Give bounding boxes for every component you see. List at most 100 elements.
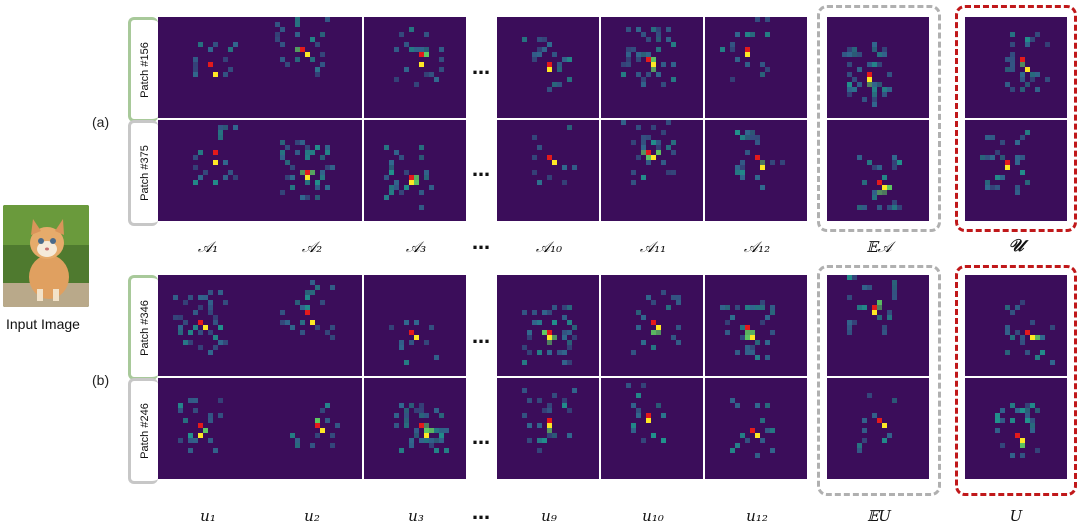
attention-pixel xyxy=(178,315,183,320)
attention-pixel xyxy=(228,47,233,52)
input-image xyxy=(3,205,89,307)
attention-pixel xyxy=(275,32,280,37)
attention-pixel xyxy=(424,52,429,57)
attention-pixel xyxy=(631,180,636,185)
attention-pixel xyxy=(522,413,527,418)
attention-pixel xyxy=(995,175,1000,180)
attention-pixel xyxy=(765,315,770,320)
attention-pixel xyxy=(562,165,567,170)
attention-pixel xyxy=(193,325,198,330)
attention-pixel xyxy=(183,320,188,325)
attention-pixel xyxy=(887,87,892,92)
heatmap-cell xyxy=(497,275,599,376)
attention-pixel xyxy=(1010,87,1015,92)
heatmap-cell xyxy=(364,378,466,479)
col-label-a-u: 𝒰 xyxy=(1008,236,1024,256)
attention-pixel xyxy=(877,315,882,320)
attention-pixel xyxy=(567,320,572,325)
col-label-a-2: 𝒜₂ xyxy=(301,238,323,256)
attention-pixel xyxy=(315,145,320,150)
heatmap-cell xyxy=(705,120,807,221)
attention-pixel xyxy=(404,170,409,175)
row-tag-label: Patch #346 xyxy=(138,299,151,356)
heatmap-cell xyxy=(260,120,362,221)
attention-pixel xyxy=(223,160,228,165)
attention-pixel xyxy=(651,345,656,350)
attention-pixel xyxy=(300,305,305,310)
attention-pixel xyxy=(730,448,735,453)
peak-pixel xyxy=(646,418,651,423)
attention-pixel xyxy=(755,403,760,408)
attention-pixel xyxy=(572,335,577,340)
attention-pixel xyxy=(213,180,218,185)
attention-pixel xyxy=(666,145,671,150)
attention-pixel xyxy=(198,305,203,310)
peak-pixel xyxy=(414,335,419,340)
attention-pixel xyxy=(882,190,887,195)
attention-pixel xyxy=(750,32,755,37)
attention-pixel xyxy=(419,403,424,408)
peak-pixel xyxy=(872,310,877,315)
attention-pixel xyxy=(646,295,651,300)
attention-pixel xyxy=(198,345,203,350)
attention-pixel xyxy=(310,150,315,155)
attention-pixel xyxy=(1020,408,1025,413)
attention-pixel xyxy=(1005,67,1010,72)
attention-pixel xyxy=(1050,325,1055,330)
attention-pixel xyxy=(1035,355,1040,360)
attention-pixel xyxy=(213,42,218,47)
heatmap-cell xyxy=(965,120,1067,221)
attention-pixel xyxy=(429,325,434,330)
attention-pixel xyxy=(1025,418,1030,423)
attention-pixel xyxy=(842,52,847,57)
attention-pixel xyxy=(223,57,228,62)
attention-pixel xyxy=(1005,330,1010,335)
attention-pixel xyxy=(295,57,300,62)
attention-pixel xyxy=(872,42,877,47)
attention-pixel xyxy=(542,330,547,335)
attention-pixel xyxy=(857,443,862,448)
attention-pixel xyxy=(760,62,765,67)
attention-pixel xyxy=(760,160,765,165)
attention-pixel xyxy=(765,17,770,22)
attention-pixel xyxy=(857,67,862,72)
attention-pixel xyxy=(315,42,320,47)
attention-pixel xyxy=(872,102,877,107)
attention-pixel xyxy=(409,47,414,52)
col-label-a-3: 𝒜₃ xyxy=(405,238,427,256)
attention-pixel xyxy=(656,145,661,150)
attention-pixel xyxy=(409,403,414,408)
attention-pixel xyxy=(532,170,537,175)
ellipsis-a-row2: … xyxy=(472,160,491,181)
attention-pixel xyxy=(867,285,872,290)
attention-pixel xyxy=(887,433,892,438)
attention-pixel xyxy=(223,175,228,180)
query-patch-marker xyxy=(305,310,310,315)
attention-pixel xyxy=(188,448,193,453)
attention-pixel xyxy=(882,330,887,335)
attention-pixel xyxy=(636,393,641,398)
attention-pixel xyxy=(315,418,320,423)
attention-pixel xyxy=(310,443,315,448)
attention-pixel xyxy=(300,140,305,145)
attention-pixel xyxy=(419,47,424,52)
attention-pixel xyxy=(656,403,661,408)
attention-pixel xyxy=(626,52,631,57)
attention-pixel xyxy=(750,130,755,135)
attention-pixel xyxy=(203,170,208,175)
heatmap-cell xyxy=(260,275,362,376)
heatmap-cell xyxy=(965,378,1067,479)
attention-pixel xyxy=(218,413,223,418)
attention-pixel xyxy=(995,185,1000,190)
attention-pixel xyxy=(572,388,577,393)
query-patch-marker xyxy=(1005,160,1010,165)
attention-pixel xyxy=(892,295,897,300)
attention-pixel xyxy=(188,433,193,438)
attention-pixel xyxy=(439,57,444,62)
attention-pixel xyxy=(877,205,882,210)
attention-pixel xyxy=(384,145,389,150)
heatmap-cell xyxy=(158,17,260,118)
attention-pixel xyxy=(285,145,290,150)
attention-pixel xyxy=(636,52,641,57)
attention-pixel xyxy=(208,305,213,310)
